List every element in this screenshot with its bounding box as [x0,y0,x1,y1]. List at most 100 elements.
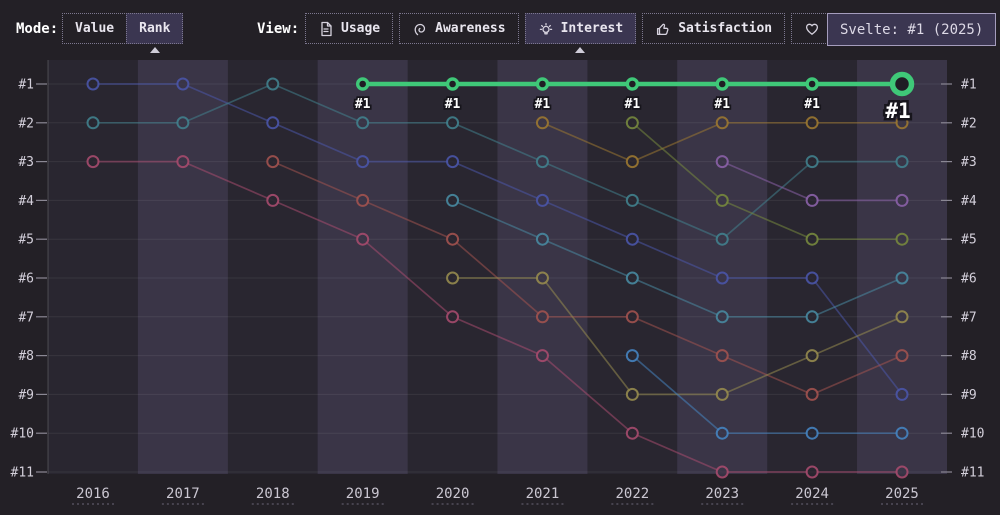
view-awareness-button[interactable]: Awareness [399,13,519,44]
data-point-teal-2017[interactable] [176,116,190,130]
data-point-teal-2021[interactable] [535,155,549,169]
data-point-tan-2020[interactable] [446,271,460,285]
data-point-purple-2025[interactable] [895,193,909,207]
data-point-svelte-2024[interactable] [805,77,819,91]
data-point-svelte-2025[interactable] [889,71,915,97]
data-point-indigo-2016[interactable] [86,77,100,91]
data-point-brick-2018[interactable] [266,155,280,169]
view-interest-button[interactable]: Interest [524,13,637,53]
data-point-cyan-2023[interactable] [715,310,729,324]
year-label[interactable]: 2025 [885,486,919,502]
rank-badge: #1 [885,99,910,123]
data-point-brick-2019[interactable] [356,193,370,207]
rank-badge: #1 [445,97,461,112]
year-label[interactable]: 2024 [795,486,829,502]
data-point-indigo-2025[interactable] [895,387,909,401]
data-point-purple-2023[interactable] [715,155,729,169]
series-line-cyan [452,199,903,318]
data-point-cyan-2025[interactable] [895,271,909,285]
data-point-indigo-2019[interactable] [356,155,370,169]
data-point-olive-2023[interactable] [715,193,729,207]
data-point-tan-2021[interactable] [535,271,549,285]
data-point-purple-2024[interactable] [805,193,819,207]
data-point-gold-2023[interactable] [715,116,729,130]
data-point-teal-2016[interactable] [86,116,100,130]
year-label[interactable]: 2016 [76,486,110,502]
data-point-teal-2020[interactable] [446,116,460,130]
data-point-gold-2025[interactable] [895,116,909,130]
data-point-tan-2024[interactable] [805,349,819,363]
data-point-indigo-2021[interactable] [535,193,549,207]
rank-label-right: #7 [961,310,977,325]
data-point-olive-2022[interactable] [625,116,639,130]
data-point-rose-2023[interactable] [715,465,729,479]
data-point-cyan-2020[interactable] [446,193,460,207]
data-point-teal-2018[interactable] [266,77,280,91]
data-point-svelte-2020[interactable] [445,77,460,91]
data-point-blue-2025[interactable] [895,426,909,440]
year-label[interactable]: 2019 [346,486,380,502]
data-point-teal-2024[interactable] [805,155,819,169]
data-point-svelte-2023[interactable] [715,77,729,91]
year-label[interactable]: 2023 [705,486,739,502]
data-point-gold-2021[interactable] [535,116,549,130]
data-point-rose-2022[interactable] [625,426,639,440]
data-point-rose-2020[interactable] [446,310,460,324]
data-point-gold-2024[interactable] [805,116,819,130]
data-point-indigo-2024[interactable] [805,271,819,285]
data-point-rose-2021[interactable] [535,349,549,363]
data-point-rose-2016[interactable] [86,155,100,169]
data-point-teal-2023[interactable] [715,232,729,246]
data-point-brick-2021[interactable] [535,310,549,324]
mode-value-button[interactable]: Value [62,13,128,44]
data-point-teal-2019[interactable] [356,116,370,130]
data-point-cyan-2021[interactable] [535,232,549,246]
view-satisfaction-label: Satisfaction [678,21,773,36]
data-point-rose-2025[interactable] [895,465,909,479]
mode-rank-button[interactable]: Rank [126,13,184,53]
data-point-indigo-2020[interactable] [446,155,460,169]
data-point-rose-2024[interactable] [805,465,819,479]
data-point-brick-2020[interactable] [446,232,460,246]
data-point-cyan-2024[interactable] [805,310,819,324]
year-label[interactable]: 2021 [526,486,560,502]
data-point-svelte-2019[interactable] [355,77,370,91]
data-point-tan-2025[interactable] [895,310,909,324]
series-line-blue [631,354,903,435]
data-point-brick-2022[interactable] [625,310,639,324]
data-point-brick-2024[interactable] [805,387,819,401]
rank-label-right: #10 [961,427,984,442]
data-point-indigo-2022[interactable] [625,232,639,246]
view-satisfaction-button[interactable]: Satisfaction [642,13,786,44]
data-point-olive-2024[interactable] [805,232,819,246]
year-label[interactable]: 2020 [436,486,470,502]
data-point-indigo-2018[interactable] [266,116,280,130]
data-point-gold-2022[interactable] [625,155,639,169]
data-point-rose-2017[interactable] [176,155,190,169]
data-point-indigo-2023[interactable] [715,271,729,285]
data-point-rose-2019[interactable] [356,232,370,246]
data-point-blue-2023[interactable] [715,426,729,440]
rank-label-left: #3 [18,155,34,170]
data-point-blue-2022[interactable] [625,349,639,363]
data-point-teal-2025[interactable] [895,155,909,169]
data-point-brick-2023[interactable] [715,349,729,363]
data-point-olive-2025[interactable] [895,232,909,246]
data-point-indigo-2017[interactable] [176,77,190,91]
year-label[interactable]: 2017 [166,486,200,502]
year-label[interactable]: 2022 [615,486,649,502]
data-point-teal-2022[interactable] [625,193,639,207]
data-point-rose-2018[interactable] [266,193,280,207]
data-point-cyan-2022[interactable] [625,271,639,285]
data-point-tan-2023[interactable] [715,387,729,401]
year-label[interactable]: 2018 [256,486,290,502]
mode-label: Mode: [16,21,59,37]
rank-label-right: #9 [961,388,977,403]
view-usage-button[interactable]: Usage [305,13,394,44]
data-point-blue-2024[interactable] [805,426,819,440]
data-point-svelte-2022[interactable] [625,77,640,91]
data-point-svelte-2021[interactable] [535,77,550,91]
data-point-tan-2022[interactable] [625,387,639,401]
data-point-brick-2025[interactable] [895,349,909,363]
rank-badge: #1 [804,97,820,112]
